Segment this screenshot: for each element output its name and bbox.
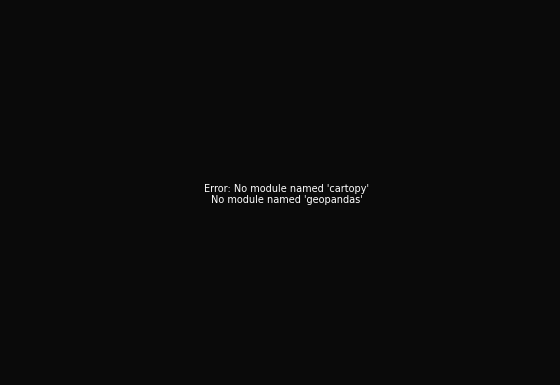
Text: Error: No module named 'cartopy'
No module named 'geopandas': Error: No module named 'cartopy' No modu…: [204, 184, 370, 205]
